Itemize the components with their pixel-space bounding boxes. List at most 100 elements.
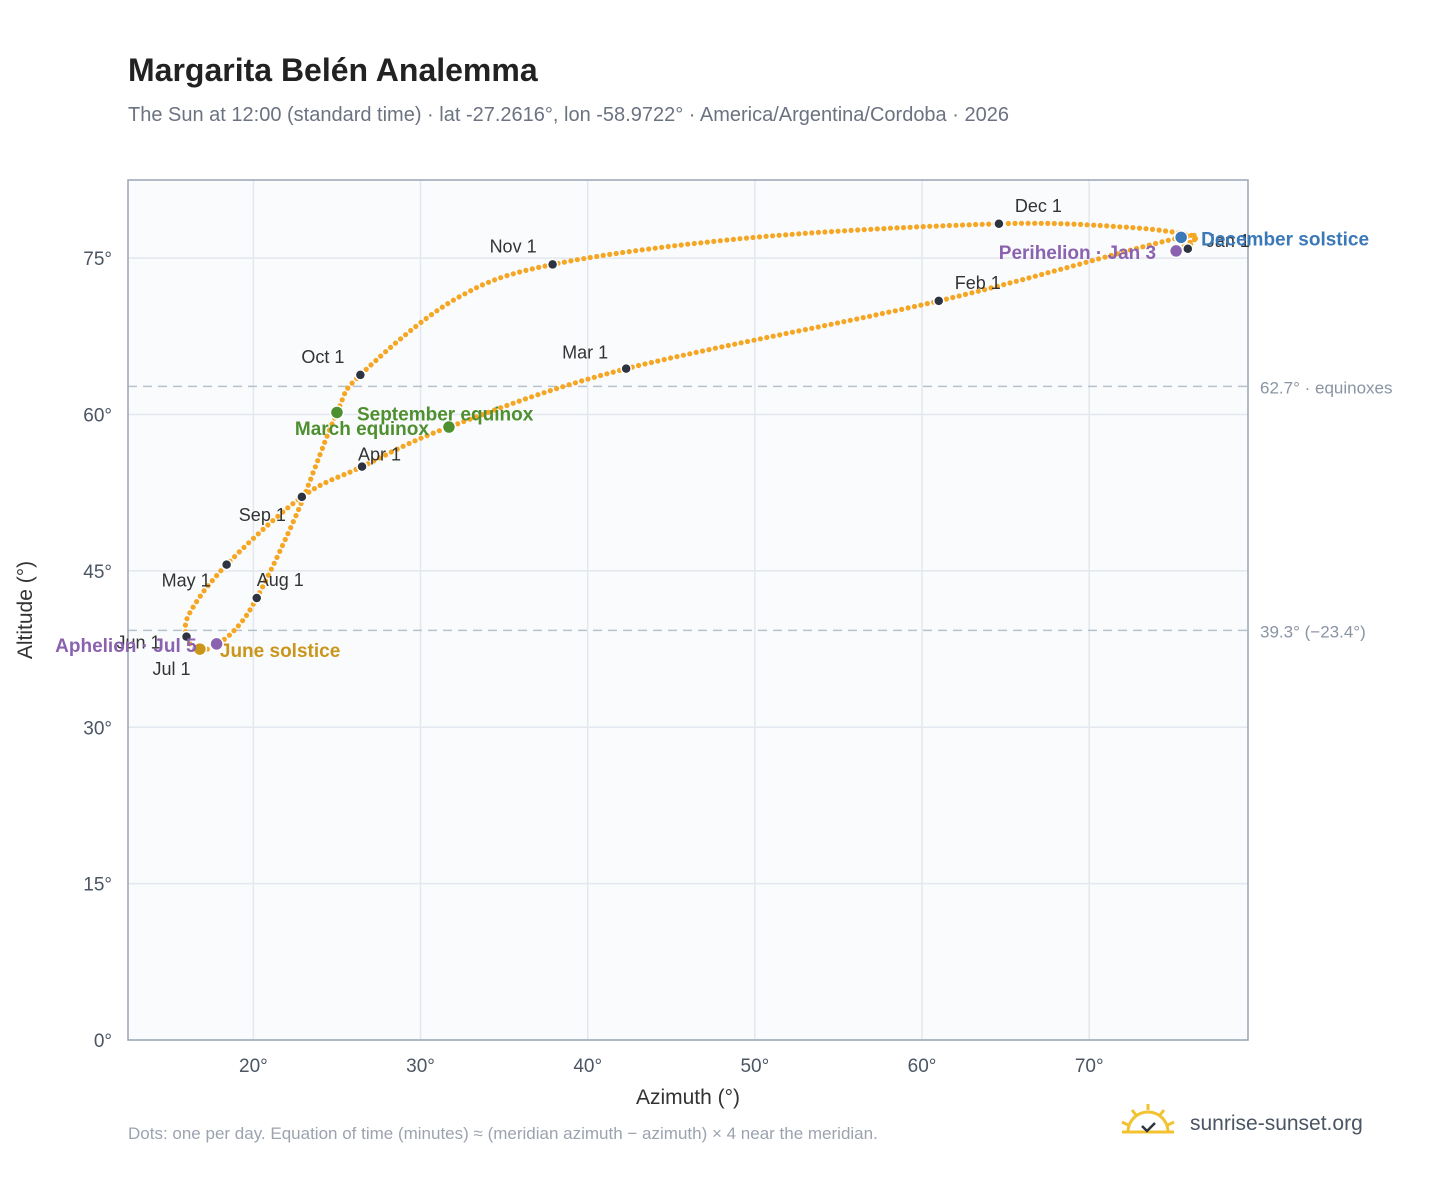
daily-dot: [892, 308, 898, 314]
month-label: Nov 1: [490, 236, 537, 256]
daily-dot: [1020, 277, 1026, 283]
daily-dot: [436, 428, 442, 434]
daily-dot: [383, 349, 389, 355]
daily-dot: [547, 388, 553, 394]
daily-dot: [822, 323, 828, 329]
daily-dot: [498, 405, 504, 411]
daily-dot: [568, 258, 574, 264]
daily-dot: [698, 240, 704, 246]
daily-dot: [1146, 242, 1152, 248]
month-marker: [296, 491, 308, 503]
daily-dot: [279, 542, 286, 549]
daily-dot: [317, 452, 323, 458]
daily-dot: [841, 319, 847, 325]
daily-dot: [770, 333, 776, 339]
daily-dot: [274, 554, 280, 561]
month-label: Aug 1: [257, 570, 304, 590]
daily-dot: [783, 330, 789, 337]
month-marker: [180, 630, 193, 643]
daily-dot: [1051, 268, 1057, 274]
axes: 20° 30° 40° 50° 60° 70° 0° 15° 30° 45° 60° 75°: [83, 249, 1103, 1077]
x-tick-label: 40°: [573, 1056, 602, 1077]
daily-dot: [285, 505, 291, 511]
daily-dot: [392, 340, 399, 346]
daily-dot: [445, 301, 451, 307]
daily-dot: [1058, 266, 1064, 272]
daily-dot: [378, 353, 384, 359]
month-marker: [354, 369, 367, 381]
daily-dot: [717, 238, 723, 244]
daily-dot: [491, 407, 498, 413]
daily-dot: [652, 245, 658, 251]
daily-dot: [479, 412, 485, 418]
daily-dot: [737, 236, 743, 242]
daily-dot: [523, 267, 529, 273]
daily-dot: [1045, 270, 1051, 276]
chart-subtitle: The Sun at 12:00 (standard time) · lat -…: [128, 104, 1009, 126]
daily-dot: [636, 362, 642, 369]
daily-dot: [194, 599, 200, 605]
daily-dot: [1089, 258, 1095, 264]
daily-dot: [905, 305, 911, 311]
daily-dot: [1083, 259, 1089, 265]
daily-dot: [587, 254, 593, 261]
daily-dot: [802, 327, 809, 333]
daily-dot: [604, 371, 610, 377]
daily-dot: [406, 440, 412, 447]
daily-dot: [1045, 220, 1051, 226]
month-label: Dec 1: [1015, 196, 1062, 216]
daily-dot: [881, 226, 887, 232]
daily-dot: [335, 474, 341, 480]
event-marker: [329, 405, 345, 420]
daily-dot: [899, 306, 905, 312]
month-label: Sep 1: [239, 505, 286, 525]
daily-dot: [554, 386, 560, 392]
daily-dot: [750, 234, 756, 241]
daily-dot: [809, 230, 815, 236]
daily-dot: [969, 290, 975, 296]
y-tick-label: 60°: [83, 406, 112, 427]
daily-dot: [209, 578, 215, 584]
daily-dot: [296, 506, 302, 513]
daily-dot: [246, 540, 252, 546]
daily-dot: [920, 224, 926, 230]
daily-dot: [956, 293, 962, 299]
daily-dot: [847, 317, 853, 323]
daily-dot: [462, 291, 468, 297]
daily-dot: [377, 455, 383, 461]
month-marker: [546, 258, 559, 271]
daily-dot: [693, 349, 699, 355]
daily-dot: [900, 225, 907, 231]
daily-dot: [1026, 275, 1032, 281]
daily-dot: [1007, 280, 1013, 286]
daily-dot: [1084, 222, 1090, 228]
daily-dot: [270, 518, 276, 524]
daily-dot: [1134, 245, 1140, 252]
daily-dot: [842, 228, 848, 234]
x-tick-label: 20°: [239, 1056, 268, 1077]
daily-dot: [1032, 220, 1038, 226]
daily-dot: [796, 328, 802, 334]
month-label: Jun 1: [116, 633, 160, 653]
daily-dot: [260, 584, 266, 590]
daily-dot: [542, 263, 548, 269]
daily-dot: [329, 421, 335, 427]
daily-dot: [668, 355, 674, 361]
daily-dot: [479, 282, 485, 288]
daily-dot: [250, 535, 257, 541]
daily-dot: [962, 291, 969, 297]
daily-dot: [342, 391, 348, 397]
daily-dot: [1097, 222, 1103, 229]
daily-dot: [661, 356, 667, 363]
brand-name: sunrise-sunset.org: [1190, 1112, 1363, 1135]
daily-dot: [218, 568, 224, 574]
daily-dot: [579, 378, 585, 384]
daily-dot: [424, 433, 430, 439]
daily-dot: [879, 310, 886, 317]
daily-dot: [1102, 254, 1108, 260]
daily-dot: [1091, 222, 1097, 228]
x-tick-label: 60°: [908, 1056, 937, 1077]
brand[interactable]: sunrise-sunset.org: [1120, 1100, 1390, 1150]
daily-dot: [1104, 223, 1110, 229]
daily-dot: [1051, 220, 1057, 227]
